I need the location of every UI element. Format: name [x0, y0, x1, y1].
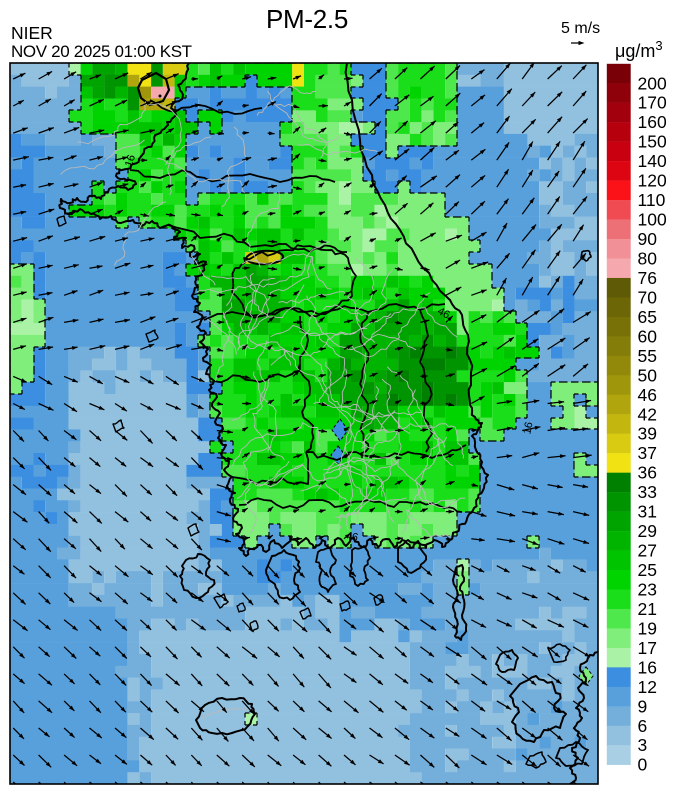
- svg-text:PM-2.5: PM-2.5: [266, 4, 348, 34]
- svg-text:NOV 20 2025 01:00 KST: NOV 20 2025 01:00 KST: [11, 42, 192, 61]
- svg-text:39: 39: [638, 424, 657, 444]
- svg-text:16: 16: [521, 421, 535, 435]
- svg-text:16: 16: [638, 657, 657, 677]
- svg-text:200: 200: [638, 73, 667, 93]
- svg-text:5 m/s: 5 m/s: [561, 20, 600, 37]
- svg-text:150: 150: [638, 132, 667, 152]
- svg-text:100: 100: [638, 210, 667, 230]
- svg-text:17: 17: [638, 638, 657, 658]
- svg-text:46: 46: [345, 530, 359, 544]
- svg-text:160: 160: [638, 112, 667, 132]
- svg-text:9: 9: [638, 696, 648, 716]
- svg-text:12: 12: [638, 677, 657, 697]
- svg-text:65: 65: [638, 307, 657, 327]
- svg-text:170: 170: [638, 93, 667, 113]
- svg-text:33: 33: [638, 482, 657, 502]
- svg-text:23: 23: [638, 580, 657, 600]
- svg-text:70: 70: [638, 287, 658, 307]
- svg-text:36: 36: [638, 463, 657, 483]
- svg-text:42: 42: [638, 404, 657, 424]
- svg-text:25: 25: [638, 560, 657, 580]
- svg-text:27: 27: [638, 541, 657, 561]
- svg-text:37: 37: [638, 443, 657, 463]
- svg-text:55: 55: [638, 346, 657, 366]
- svg-text:50: 50: [638, 365, 658, 385]
- svg-text:46: 46: [638, 385, 657, 405]
- svg-text:76: 76: [638, 268, 657, 288]
- svg-text:NIER: NIER: [11, 23, 53, 43]
- svg-text:90: 90: [638, 229, 658, 249]
- svg-text:6: 6: [638, 716, 648, 736]
- svg-text:19: 19: [638, 618, 657, 638]
- svg-text:80: 80: [638, 249, 658, 269]
- svg-text:21: 21: [638, 599, 657, 619]
- svg-text:110: 110: [638, 190, 666, 210]
- svg-text:31: 31: [638, 502, 657, 522]
- svg-text:29: 29: [638, 521, 657, 541]
- svg-text:60: 60: [638, 326, 658, 346]
- svg-text:120: 120: [638, 171, 667, 191]
- svg-text:140: 140: [638, 151, 667, 171]
- svg-text:0: 0: [638, 755, 648, 775]
- svg-text:3: 3: [638, 735, 648, 755]
